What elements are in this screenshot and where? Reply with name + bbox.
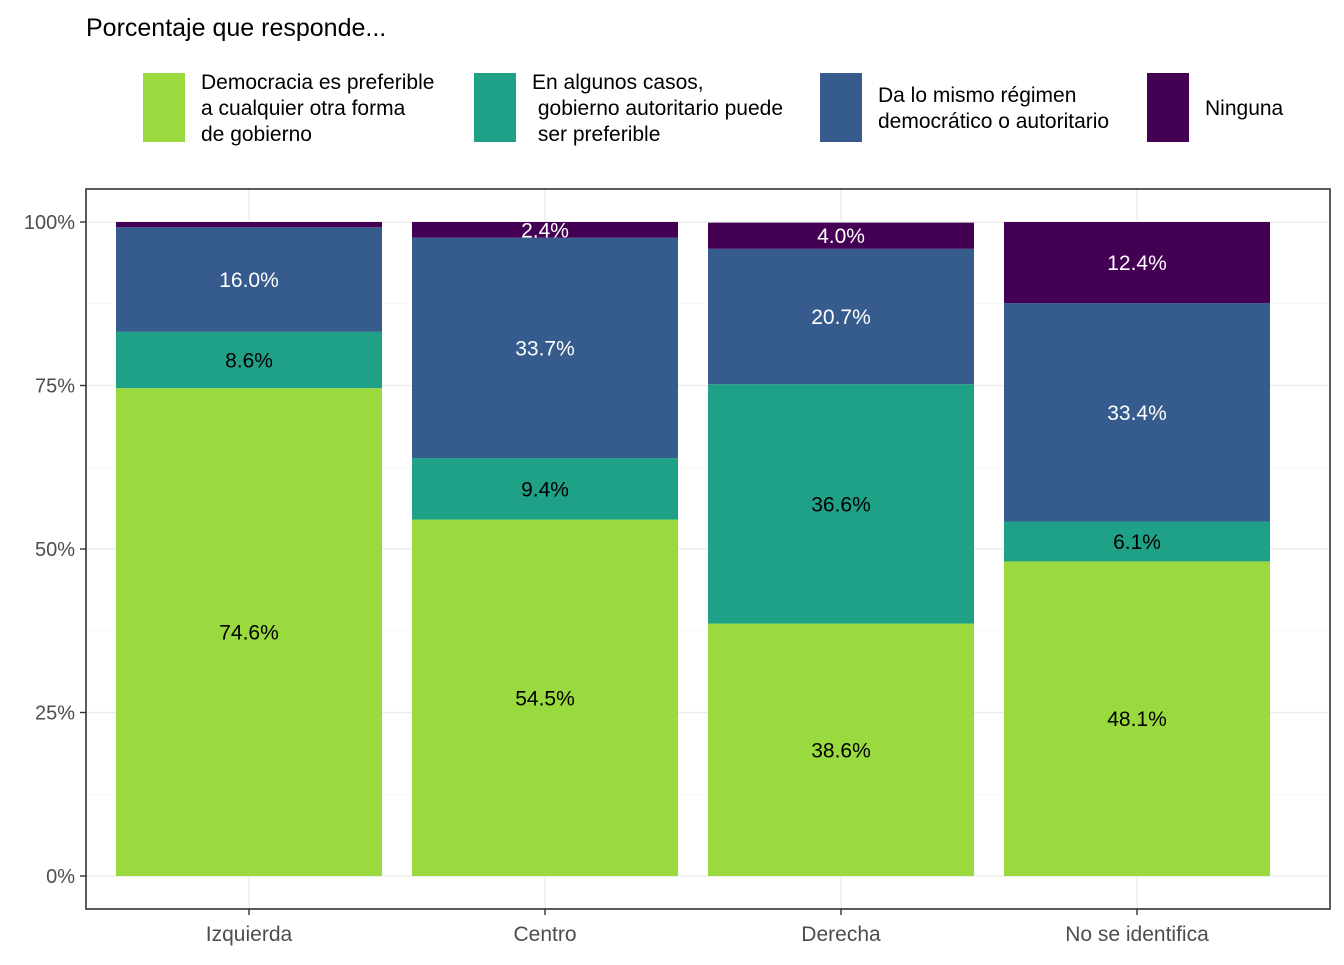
bar-segment [116, 227, 382, 332]
legend: Democracia es preferible a cualquier otra… [143, 71, 1284, 146]
legend-label: de gobierno [201, 123, 312, 146]
bar-value-label: 33.4% [1107, 402, 1167, 425]
bar-segment [412, 458, 678, 520]
bar-value-label: 6.1% [1113, 531, 1161, 554]
bar-segment [116, 388, 382, 876]
bar-segment [412, 237, 678, 459]
x-tick-label: Centro [513, 923, 576, 946]
bar-segment [1004, 521, 1270, 562]
legend-key [820, 73, 862, 142]
x-tick-label: Derecha [801, 923, 881, 946]
legend-label: democrático o autoritario [878, 110, 1109, 133]
bar-value-label: 48.1% [1107, 708, 1167, 731]
y-tick-label: 75% [35, 376, 75, 398]
bar-segment [412, 222, 678, 238]
y-tick-label: 0% [46, 866, 75, 888]
bar-segment [116, 331, 382, 389]
bar-value-label: 20.7% [811, 306, 871, 329]
bar-value-label: 4.0% [817, 225, 865, 248]
y-tick-label: 50% [35, 539, 75, 561]
bar-segment [1004, 222, 1270, 304]
bar-segment [412, 519, 678, 876]
x-tick-label: Izquierda [206, 923, 293, 946]
legend-key [1147, 73, 1189, 142]
legend-label: ser preferible [532, 123, 660, 146]
legend-key [474, 73, 516, 142]
bar-labels: 74.6% 8.6% 16.0% 54.5% 9.4% 33.7% 2.4% 38.6% 36.… [219, 219, 1167, 762]
legend-label: Ninguna [1205, 97, 1284, 120]
legend-label: Da lo mismo régimen [878, 84, 1076, 107]
bars [116, 222, 1270, 876]
bar-segment [708, 384, 974, 624]
y-axis: 0% 25% 50% 75% 100% [24, 212, 86, 888]
legend-label: a cualquier otra forma [201, 97, 406, 120]
bar-segment [1004, 561, 1270, 876]
legend-label: gobierno autoritario puede [532, 97, 783, 120]
bar-segment [1004, 303, 1270, 522]
bar-value-label: 9.4% [521, 478, 569, 501]
legend-key [143, 73, 185, 142]
bar-value-label: 33.7% [515, 337, 575, 360]
x-axis: Izquierda Centro Derecha No se identifica [206, 909, 1209, 946]
bar-value-label: 74.6% [219, 622, 279, 645]
y-tick-label: 100% [24, 212, 75, 234]
y-tick-label: 25% [35, 703, 75, 725]
legend-label: En algunos casos, [532, 71, 704, 94]
bar-value-label: 36.6% [811, 493, 871, 516]
bar-segment [708, 248, 974, 385]
bar-value-label: 12.4% [1107, 252, 1167, 275]
bar-value-label: 54.5% [515, 687, 575, 710]
bar-value-label: 2.4% [521, 219, 569, 242]
bar-value-label: 38.6% [811, 739, 871, 762]
legend-label: Democracia es preferible [201, 71, 434, 94]
bar-segment [116, 222, 382, 228]
chart-title: Porcentaje que responde... [86, 14, 386, 42]
bar-segment [708, 623, 974, 876]
bar-value-label: 8.6% [225, 349, 273, 372]
bar-value-label: 16.0% [219, 269, 279, 292]
bar-segment [708, 222, 974, 249]
x-tick-label: No se identifica [1065, 923, 1209, 946]
